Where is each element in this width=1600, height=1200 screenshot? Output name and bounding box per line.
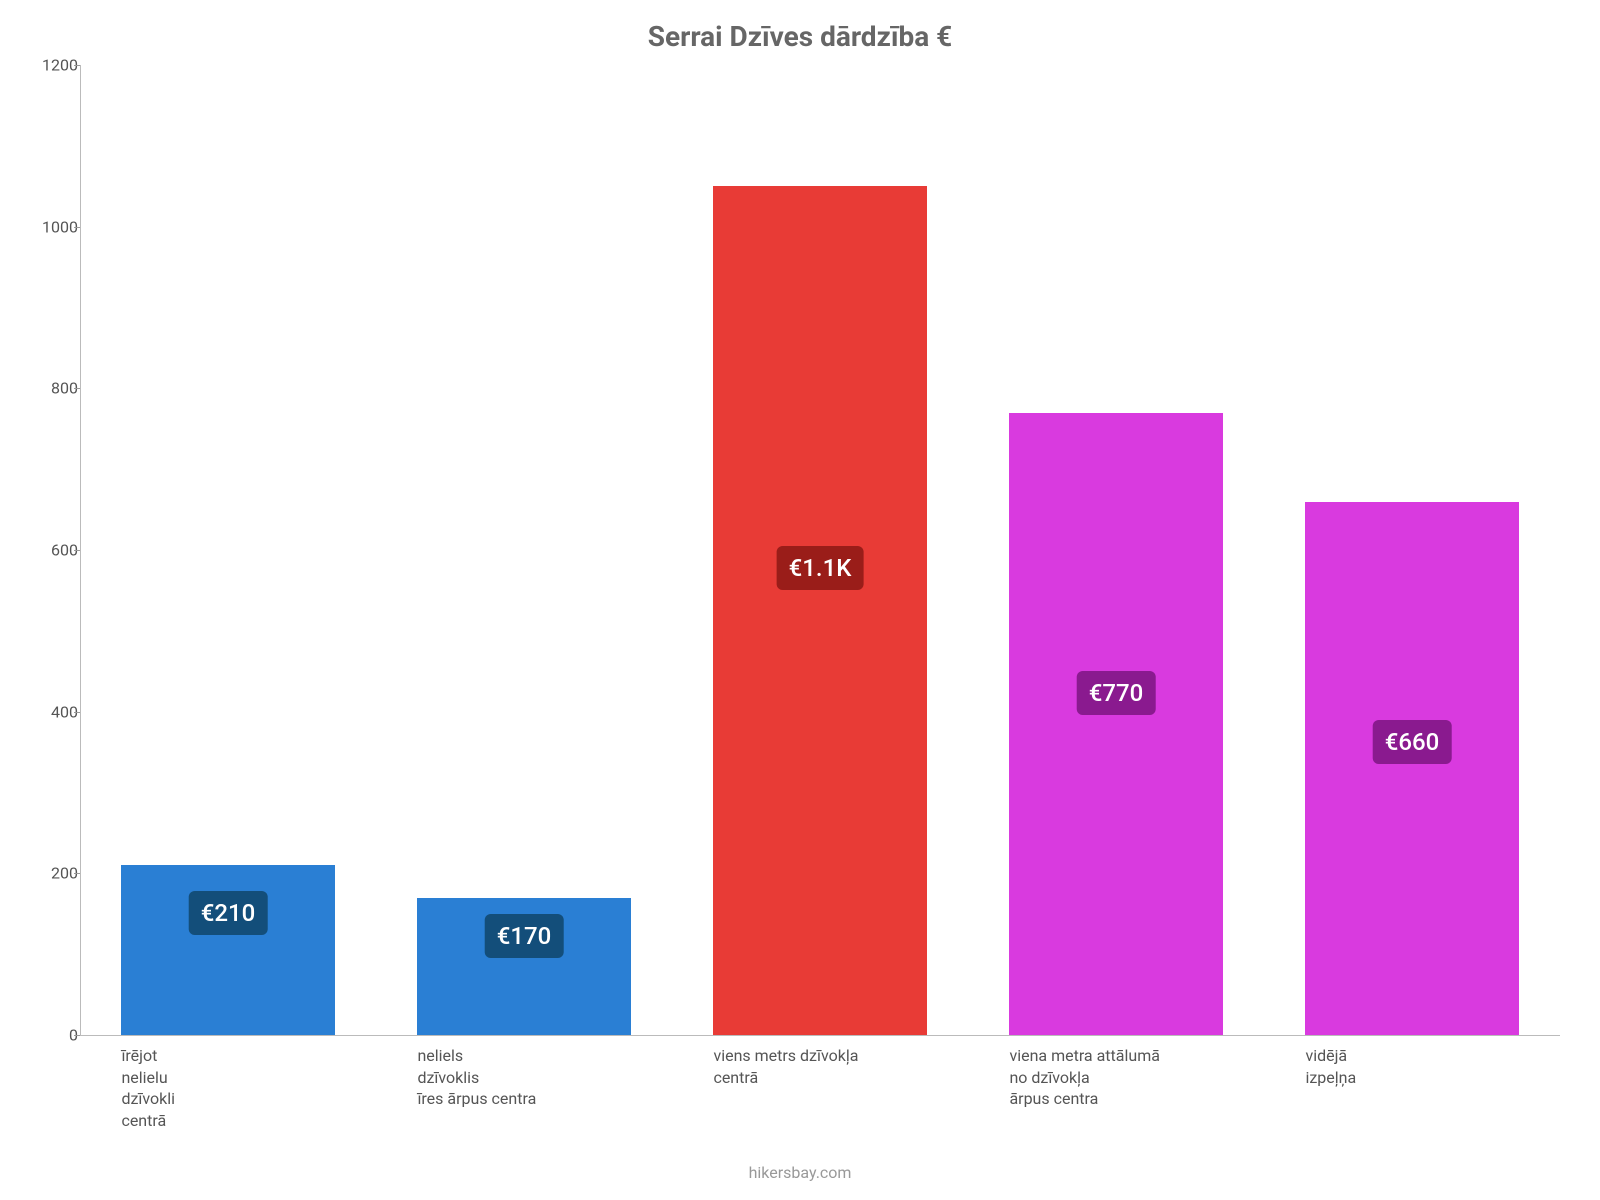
y-tick-label: 200 [28, 864, 78, 883]
y-tick-label: 800 [28, 379, 78, 398]
bar [713, 186, 926, 1035]
y-tick-label: 1200 [28, 56, 78, 75]
x-tick-label: neliels dzīvoklis īres ārpus centra [417, 1045, 670, 1110]
bar-value-label: €210 [189, 891, 268, 935]
bar-value-label: €1.1K [777, 546, 864, 590]
y-tick-label: 1000 [28, 217, 78, 236]
bar-value-label: €660 [1373, 720, 1452, 764]
y-tick-label: 0 [28, 1026, 78, 1045]
bar-value-label: €170 [485, 914, 564, 958]
footer-credit: hikersbay.com [0, 1163, 1600, 1182]
bar [1305, 502, 1518, 1036]
x-tick-label: viena metra attālumā no dzīvokļa ārpus c… [1009, 1045, 1262, 1110]
chart-container: Serrai Dzīves dārdzība € 0 200 400 600 800 10… [0, 0, 1600, 1200]
x-axis-line [80, 1035, 1560, 1036]
chart-title: Serrai Dzīves dārdzība € [0, 20, 1600, 53]
x-tick-label: viens metrs dzīvokļa centrā [713, 1045, 966, 1088]
bar [1009, 413, 1222, 1035]
y-tick-label: 600 [28, 541, 78, 560]
bars-group: €210 €170 €1.1K €770 €660 [80, 65, 1560, 1035]
plot-area: 020040060080010001200 €210€170€1.1K€770€… [80, 65, 1560, 1035]
bar-value-label: €770 [1077, 671, 1156, 715]
x-tick-label: īrējot nelielu dzīvokli centrā [121, 1045, 374, 1131]
y-tick-label: 400 [28, 702, 78, 721]
x-tick-label: vidējā izpeļņa [1305, 1045, 1558, 1088]
